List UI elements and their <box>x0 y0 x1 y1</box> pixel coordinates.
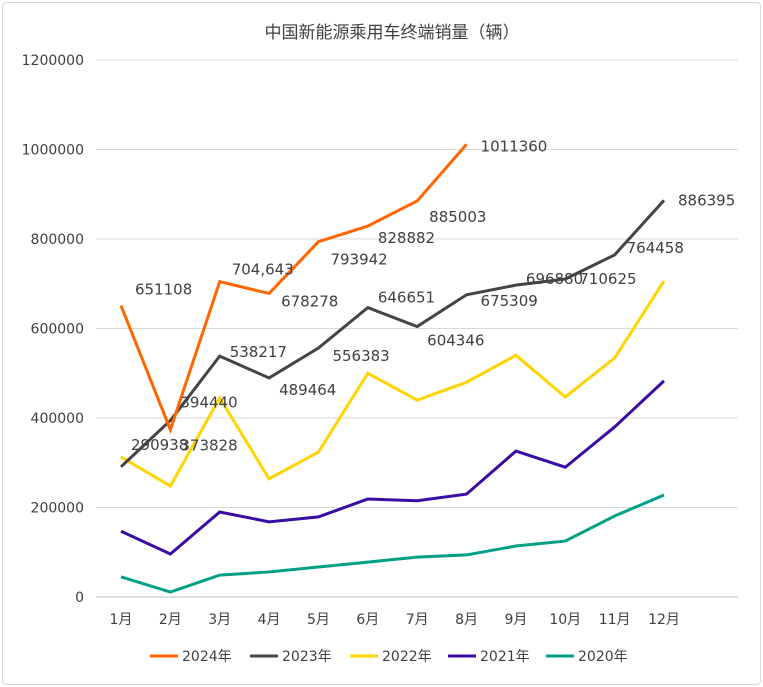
series-line-2022年 <box>120 280 666 489</box>
x-tick-label: 12月 <box>648 612 680 628</box>
legend-label: 2023年 <box>282 649 332 665</box>
data-label: 793942 <box>330 251 387 269</box>
data-label: 556383 <box>332 347 389 365</box>
legend-label: 2021年 <box>480 649 530 665</box>
data-label: 885003 <box>429 208 486 226</box>
y-tick-label: 400000 <box>31 411 84 427</box>
x-tick-label: 7月 <box>406 612 429 628</box>
data-label: 675309 <box>481 292 538 310</box>
x-tick-label: 10月 <box>549 612 581 628</box>
data-label: 710625 <box>579 270 636 288</box>
legend-item[interactable]: 2022年 <box>350 649 432 665</box>
x-tick-label: 1月 <box>110 612 133 628</box>
y-tick-label: 0 <box>75 590 84 606</box>
legend-label: 2024年 <box>182 649 232 665</box>
data-label: 489464 <box>279 381 336 399</box>
x-tick-label: 6月 <box>356 612 379 628</box>
x-tick-label: 2月 <box>159 612 182 628</box>
x-tick-label: 9月 <box>504 612 527 628</box>
x-tick-label: 5月 <box>307 612 330 628</box>
data-label: 764458 <box>627 239 684 257</box>
series-line-2021年 <box>120 379 666 556</box>
x-tick-label: 11月 <box>599 612 631 628</box>
x-tick-label: 4月 <box>258 612 281 628</box>
data-label: 604346 <box>427 332 484 350</box>
legend-item[interactable]: 2024年 <box>150 649 232 665</box>
data-label: 696880 <box>526 270 583 288</box>
series-line-2020年 <box>120 493 665 594</box>
data-label: 828882 <box>378 229 435 247</box>
y-tick-label: 200000 <box>31 501 84 517</box>
data-label: 646651 <box>378 289 435 307</box>
data-label: 394440 <box>180 393 237 411</box>
y-tick-label: 1000000 <box>22 143 84 159</box>
data-label: 290938 <box>131 436 188 454</box>
data-label: 678278 <box>281 292 338 310</box>
data-label: 651108 <box>135 281 192 299</box>
legend-item[interactable]: 2021年 <box>448 649 530 665</box>
data-label: 886395 <box>678 191 735 209</box>
data-label: 704,643 <box>232 261 294 279</box>
data-label: 1011360 <box>481 137 548 155</box>
chart-title: 中国新能源乘用车终端销量（辆） <box>265 23 520 43</box>
y-tick-label: 800000 <box>31 232 84 248</box>
legend-item[interactable]: 2023年 <box>250 649 332 665</box>
series-line-2024年 <box>119 143 468 435</box>
y-tick-label: 600000 <box>31 322 84 338</box>
legend-label: 2022年 <box>382 649 432 665</box>
x-tick-label: 8月 <box>455 612 478 628</box>
data-label: 373828 <box>180 437 237 455</box>
legend-label: 2020年 <box>578 649 628 665</box>
y-tick-label: 1200000 <box>22 53 84 69</box>
data-label: 538217 <box>230 343 287 361</box>
series-line-2023年 <box>119 199 666 468</box>
x-tick-label: 3月 <box>208 612 231 628</box>
legend-item[interactable]: 2020年 <box>546 649 628 665</box>
